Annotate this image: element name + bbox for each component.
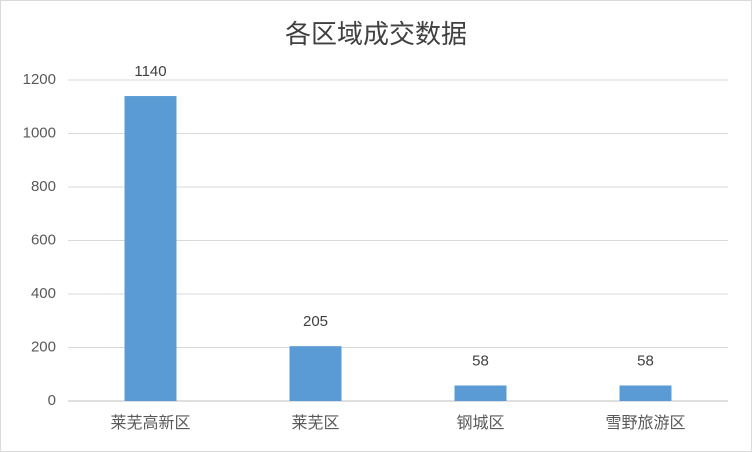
y-tick-label: 400	[31, 285, 56, 302]
bar	[289, 346, 342, 401]
chart-title: 各区域成交数据	[285, 19, 467, 49]
x-tick-label: 钢城区	[456, 414, 504, 432]
y-tick-label: 1000	[23, 124, 56, 141]
data-label: 1140	[134, 63, 166, 80]
bar	[454, 385, 507, 401]
bar	[124, 96, 177, 402]
y-tick-label: 800	[31, 178, 56, 195]
data-label: 58	[637, 352, 654, 369]
x-tick-label: 莱芜区	[291, 414, 339, 432]
x-tick-label: 雪野旅游区	[605, 414, 685, 432]
x-tick-label: 莱芜高新区	[110, 414, 190, 432]
y-tick-label: 200	[31, 338, 56, 355]
data-label: 205	[303, 313, 328, 330]
data-label: 58	[472, 352, 489, 369]
y-tick-label: 0	[48, 392, 56, 409]
y-tick-label: 1200	[23, 71, 56, 88]
bar	[619, 385, 672, 401]
y-tick-label: 600	[31, 231, 56, 248]
